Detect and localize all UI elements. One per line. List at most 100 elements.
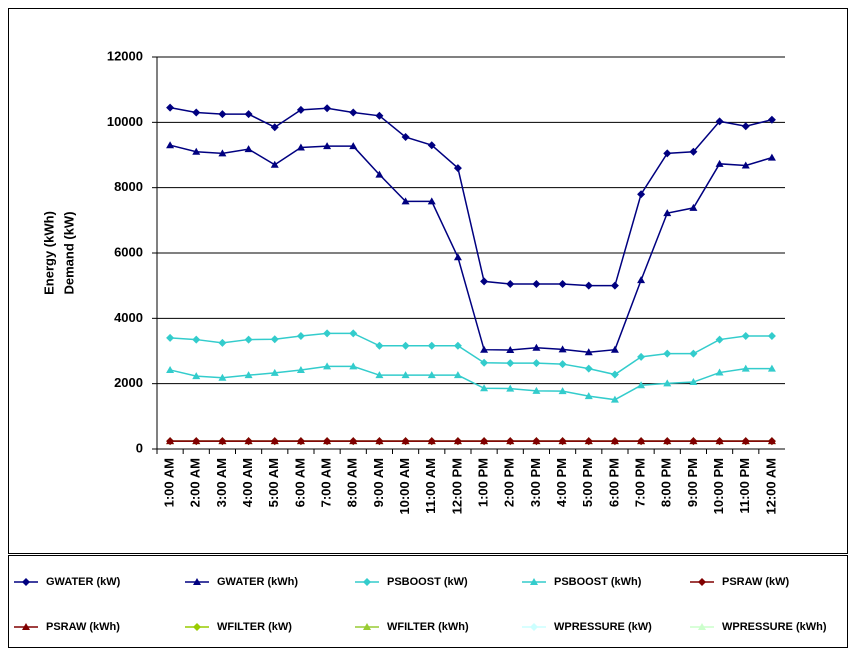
marker	[349, 108, 358, 117]
legend-box	[8, 555, 848, 648]
marker	[741, 437, 750, 446]
marker	[296, 143, 305, 151]
marker	[663, 349, 672, 358]
marker	[480, 437, 489, 446]
marker	[244, 437, 253, 446]
x-tick-label: 10:00 PM	[711, 458, 726, 514]
marker	[193, 578, 201, 585]
marker	[296, 105, 305, 114]
series-line	[169, 106, 773, 287]
y-tick-label: 4000	[114, 310, 143, 325]
marker	[166, 437, 175, 446]
x-tick-label: 12:00 AM	[763, 458, 778, 515]
marker	[506, 384, 515, 392]
marker	[480, 358, 489, 367]
x-tick-label: 7:00 PM	[633, 458, 648, 507]
marker	[323, 104, 332, 113]
marker	[453, 164, 462, 173]
chart-border	[8, 8, 848, 554]
marker	[637, 381, 646, 389]
marker	[375, 341, 384, 350]
marker	[401, 371, 410, 379]
marker	[584, 364, 593, 373]
marker	[698, 623, 706, 630]
marker	[637, 190, 646, 199]
x-tick-label: 11:00 AM	[423, 458, 438, 514]
marker	[715, 437, 724, 446]
marker	[610, 395, 619, 403]
marker	[244, 110, 253, 119]
marker	[506, 346, 515, 354]
marker	[244, 371, 253, 379]
y-label-line: Energy (kWh)	[41, 211, 56, 295]
marker	[401, 133, 410, 142]
marker	[166, 365, 175, 373]
x-tick-label: 1:00 PM	[476, 458, 491, 507]
marker	[663, 209, 672, 217]
legend-label: WPRESSURE (kWh)	[722, 621, 827, 633]
y-tick-label: 8000	[114, 179, 143, 194]
series-line	[169, 144, 773, 354]
marker	[584, 281, 593, 290]
marker	[453, 371, 462, 379]
x-tick-label: 4:00 PM	[554, 458, 569, 507]
marker	[558, 360, 567, 369]
marker	[349, 329, 358, 338]
legend-label: PSBOOST (kWh)	[554, 576, 642, 588]
marker	[323, 437, 332, 446]
marker	[663, 379, 672, 387]
marker	[453, 253, 462, 261]
marker	[22, 578, 30, 586]
marker	[401, 197, 410, 205]
marker	[22, 623, 30, 630]
marker	[192, 335, 201, 344]
marker	[193, 623, 201, 631]
marker	[584, 348, 593, 356]
marker	[323, 142, 332, 150]
marker	[401, 437, 410, 446]
legend-label: WFILTER (kW)	[217, 621, 292, 633]
x-tick-label: 8:00 PM	[659, 458, 674, 507]
marker	[767, 437, 776, 446]
y-tick-label: 2000	[114, 375, 143, 390]
x-tick-label: 2:00 AM	[188, 458, 203, 507]
marker	[506, 359, 515, 368]
marker	[715, 117, 724, 126]
marker	[166, 141, 175, 149]
x-tick-label: 8:00 AM	[345, 458, 360, 507]
marker	[506, 280, 515, 289]
marker	[637, 352, 646, 361]
marker	[349, 142, 358, 150]
marker	[715, 335, 724, 344]
marker	[584, 437, 593, 446]
y-label-line: Demand (kW)	[61, 211, 76, 294]
marker	[530, 623, 538, 631]
marker	[767, 331, 776, 340]
marker	[270, 123, 279, 132]
marker	[323, 362, 332, 370]
marker	[166, 333, 175, 342]
marker	[453, 437, 462, 446]
x-tick-label: 6:00 AM	[292, 458, 307, 507]
marker	[480, 384, 489, 392]
marker	[427, 341, 436, 350]
marker	[453, 341, 462, 350]
marker	[166, 103, 175, 112]
legend-label: PSBOOST (kW)	[387, 576, 468, 588]
marker	[689, 437, 698, 446]
legend-label: WPRESSURE (kW)	[554, 621, 652, 633]
marker	[270, 335, 279, 344]
x-tick-label: 5:00 PM	[580, 458, 595, 507]
y-axis-label: Energy (kWh) Demand (kW)	[41, 211, 76, 295]
marker	[532, 280, 541, 289]
marker	[506, 437, 515, 446]
legend-label: GWATER (kWh)	[217, 576, 298, 588]
marker	[741, 331, 750, 340]
marker	[323, 329, 332, 338]
marker	[584, 392, 593, 400]
marker	[637, 276, 646, 284]
x-tick-label: 7:00 AM	[319, 458, 334, 507]
marker	[558, 345, 567, 353]
marker	[270, 160, 279, 168]
marker	[532, 386, 541, 394]
